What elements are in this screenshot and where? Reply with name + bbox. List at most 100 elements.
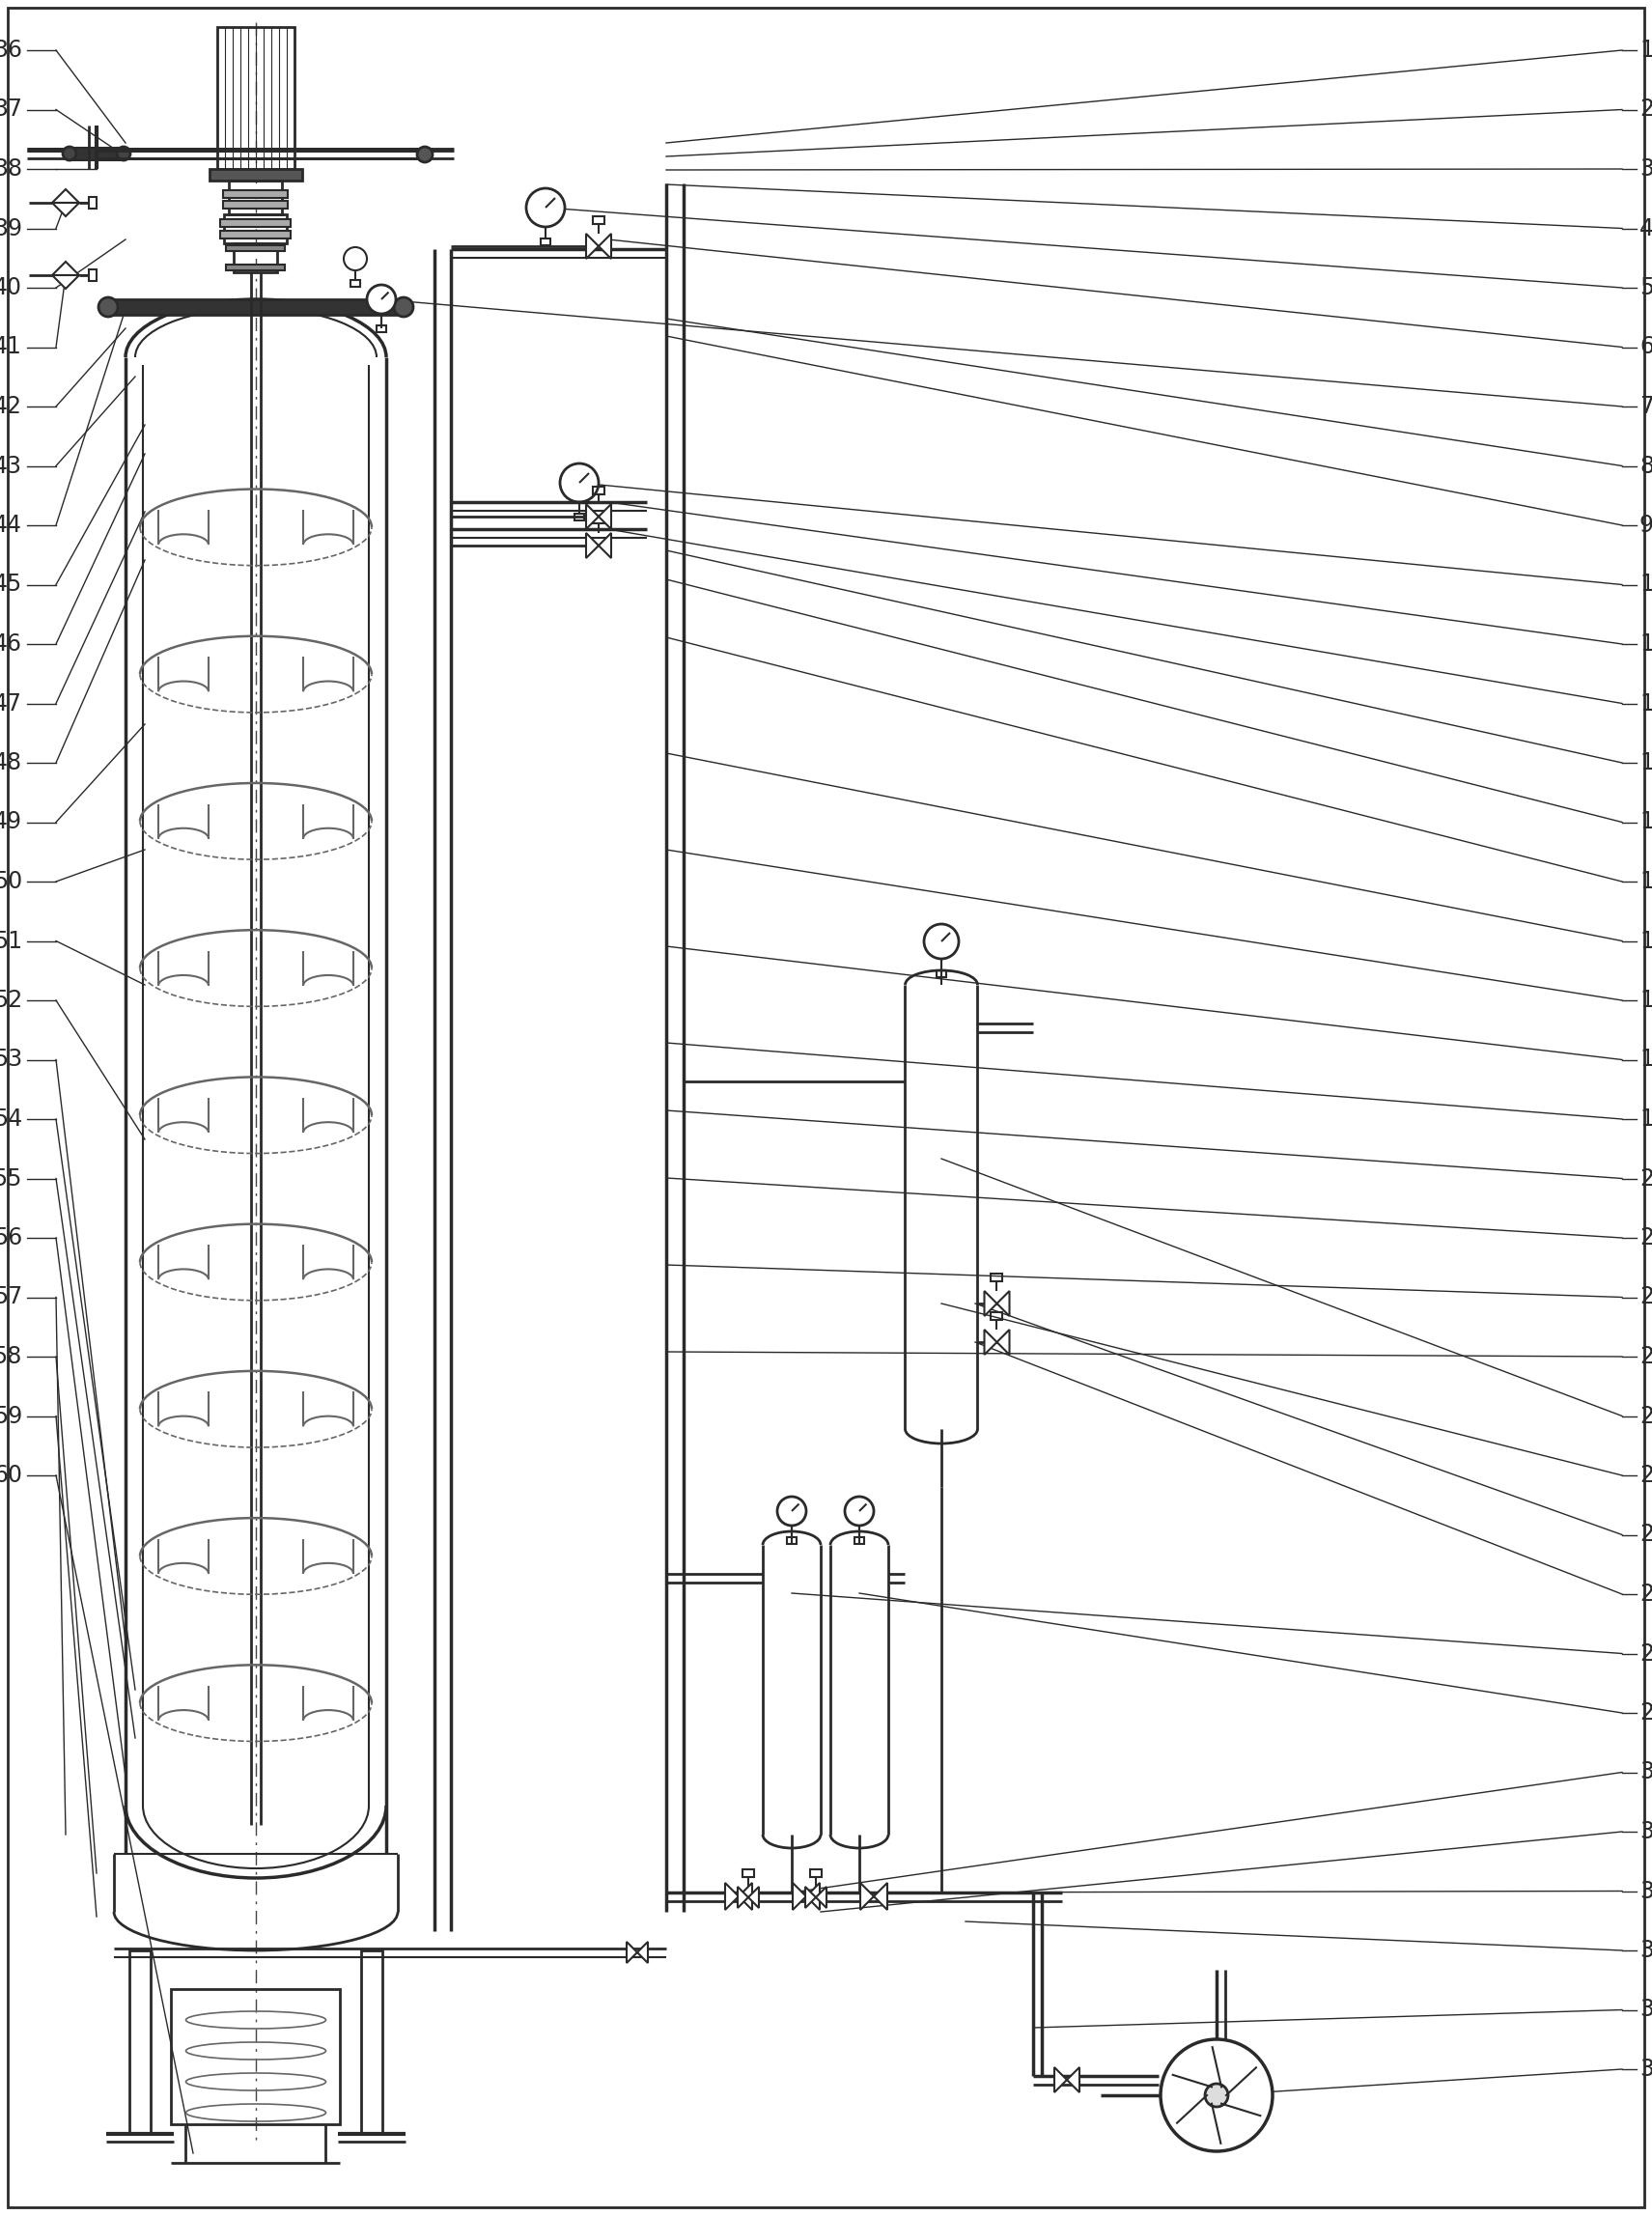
Polygon shape xyxy=(725,1883,738,1909)
Bar xyxy=(210,168,302,182)
Text: 48: 48 xyxy=(0,751,21,775)
Text: 46: 46 xyxy=(0,633,21,656)
Polygon shape xyxy=(806,1883,819,1909)
Text: 32: 32 xyxy=(1639,1881,1652,1903)
Bar xyxy=(226,246,286,250)
Text: 17: 17 xyxy=(1639,988,1652,1012)
Text: 11: 11 xyxy=(1639,633,1652,656)
Bar xyxy=(89,270,96,281)
Text: 29: 29 xyxy=(1639,1701,1652,1725)
Text: 31: 31 xyxy=(1639,1821,1652,1843)
Bar xyxy=(593,516,605,523)
Text: 47: 47 xyxy=(0,691,21,715)
Polygon shape xyxy=(996,1329,1009,1356)
Text: 26: 26 xyxy=(1639,1524,1652,1546)
Text: 45: 45 xyxy=(0,574,21,596)
Text: 60: 60 xyxy=(0,1464,21,1486)
Bar xyxy=(68,148,126,159)
Polygon shape xyxy=(53,261,79,275)
Circle shape xyxy=(1161,2040,1272,2151)
Polygon shape xyxy=(861,1883,874,1909)
Polygon shape xyxy=(738,1883,752,1909)
Text: 25: 25 xyxy=(1639,1464,1652,1486)
Bar xyxy=(540,239,550,246)
Bar xyxy=(377,326,387,332)
Bar xyxy=(235,244,278,272)
Text: 27: 27 xyxy=(1639,1582,1652,1606)
Text: 4: 4 xyxy=(1639,217,1652,239)
Circle shape xyxy=(560,463,598,503)
Polygon shape xyxy=(598,233,611,259)
Text: 1: 1 xyxy=(1639,38,1652,62)
Text: 34: 34 xyxy=(1639,1998,1652,2022)
Circle shape xyxy=(393,297,413,317)
Polygon shape xyxy=(793,1883,806,1909)
Bar xyxy=(225,215,287,244)
Text: 23: 23 xyxy=(1639,1345,1652,1369)
Polygon shape xyxy=(1054,2067,1067,2093)
Text: 22: 22 xyxy=(1639,1285,1652,1309)
Polygon shape xyxy=(598,534,611,558)
Bar xyxy=(129,1951,150,2133)
Text: 5: 5 xyxy=(1639,277,1652,299)
Polygon shape xyxy=(816,1887,826,1907)
Text: 33: 33 xyxy=(1639,1938,1652,1962)
Text: 16: 16 xyxy=(1639,930,1652,952)
Bar xyxy=(218,27,294,168)
Text: 39: 39 xyxy=(0,217,21,239)
Text: 52: 52 xyxy=(0,988,21,1012)
Circle shape xyxy=(367,286,396,315)
Text: 44: 44 xyxy=(0,514,21,536)
Circle shape xyxy=(923,924,958,959)
Text: 55: 55 xyxy=(0,1167,21,1189)
Bar xyxy=(593,487,605,494)
Text: 13: 13 xyxy=(1639,751,1652,775)
Text: 3: 3 xyxy=(1639,157,1652,182)
Text: 19: 19 xyxy=(1639,1108,1652,1130)
Polygon shape xyxy=(586,233,598,259)
Bar xyxy=(991,1311,1003,1320)
Bar xyxy=(226,264,286,270)
Text: 40: 40 xyxy=(0,277,21,299)
Circle shape xyxy=(776,1497,806,1526)
Polygon shape xyxy=(53,275,79,288)
Circle shape xyxy=(1204,2084,1227,2106)
Circle shape xyxy=(344,248,367,270)
Bar xyxy=(809,1869,821,1876)
Text: 43: 43 xyxy=(0,454,21,478)
Bar xyxy=(742,1869,753,1876)
Text: 24: 24 xyxy=(1639,1404,1652,1429)
Polygon shape xyxy=(748,1887,758,1907)
Bar xyxy=(221,219,291,226)
Text: 57: 57 xyxy=(0,1285,21,1309)
Text: 38: 38 xyxy=(0,157,21,182)
Bar xyxy=(593,217,605,224)
Circle shape xyxy=(63,146,76,159)
Circle shape xyxy=(117,146,131,159)
Text: 36: 36 xyxy=(0,38,21,62)
Bar xyxy=(172,1989,340,2124)
Text: 35: 35 xyxy=(1639,2058,1652,2080)
Text: 42: 42 xyxy=(0,394,21,419)
Polygon shape xyxy=(738,1887,748,1907)
Polygon shape xyxy=(985,1329,996,1356)
Bar xyxy=(223,202,287,208)
Bar xyxy=(854,1537,864,1544)
Text: 59: 59 xyxy=(0,1404,21,1429)
Text: 2: 2 xyxy=(1639,97,1652,122)
Polygon shape xyxy=(626,1943,638,1962)
Bar xyxy=(362,1951,382,2133)
Circle shape xyxy=(527,188,565,226)
Text: 50: 50 xyxy=(0,870,21,893)
Text: 12: 12 xyxy=(1639,691,1652,715)
Text: 9: 9 xyxy=(1639,514,1652,536)
Circle shape xyxy=(99,297,117,317)
Circle shape xyxy=(416,146,433,162)
Bar xyxy=(350,279,360,286)
Text: 18: 18 xyxy=(1639,1048,1652,1072)
Bar xyxy=(223,190,287,197)
Text: 54: 54 xyxy=(0,1108,21,1130)
Text: 58: 58 xyxy=(0,1345,21,1369)
Polygon shape xyxy=(638,1943,648,1962)
Text: 8: 8 xyxy=(1639,454,1652,478)
